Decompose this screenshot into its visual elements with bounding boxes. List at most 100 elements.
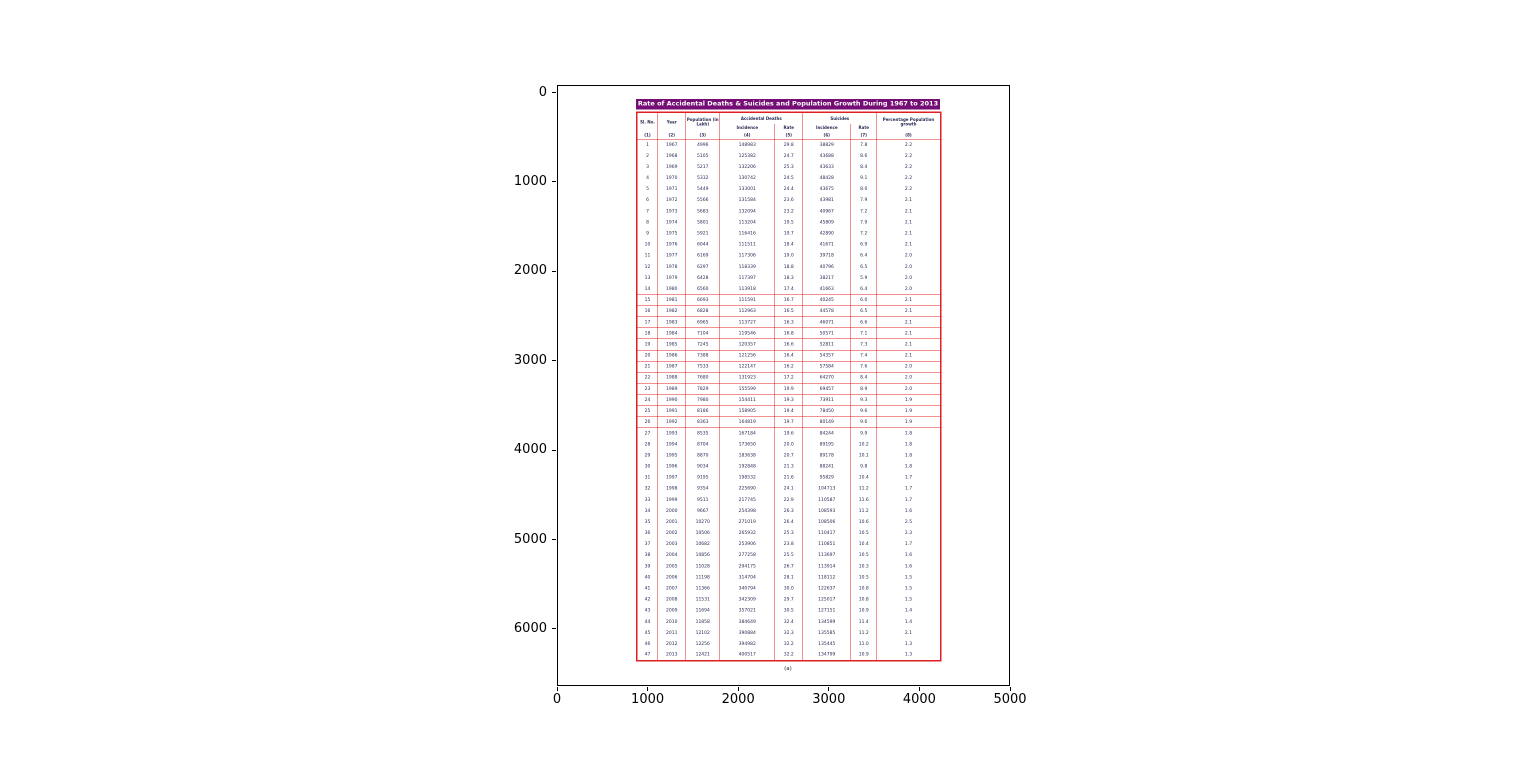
table-cell: 2012 [657, 638, 686, 650]
table-cell: 9 [646, 231, 649, 237]
table-cell: 1970 [657, 172, 686, 184]
table-cell: 1986 [657, 349, 686, 362]
col-number: (3) [685, 131, 720, 140]
table-cell: 10856 [685, 549, 720, 561]
table-cell: 19 [636, 338, 658, 351]
table-row: 12 1978 6297 118339 18.8 40796 6.5 2.0 [637, 261, 941, 273]
table-row: 20 1986 7388 121256 16.4 54357 7.4 2.1 [636, 349, 941, 362]
table-cell: 11858 [685, 616, 720, 628]
table-cell: 1.5 [876, 594, 941, 606]
x-tick-mark [556, 687, 558, 691]
table-cell: 10.1 [850, 449, 877, 461]
table-cell: 5801 [685, 216, 720, 228]
table-cell: 1.3 [876, 649, 941, 662]
table-cell: 1.8 [876, 449, 941, 461]
table-cell: 7104 [685, 327, 720, 340]
table-cell: 7680 [685, 371, 720, 384]
table-cell: 11.2 [850, 505, 877, 517]
table-row: 31 1997 9195 198532 21.6 95829 10.4 1.7 [637, 472, 941, 484]
table-cell: 1994 [657, 438, 686, 450]
table-cell: 32.4 [774, 616, 803, 628]
col-number: (5) [774, 131, 803, 140]
table-row: 18 1984 7104 119546 16.8 50571 7.1 2.1 [636, 327, 941, 340]
table-cell: 5332 [685, 172, 720, 184]
table-cell: 5105 [685, 150, 720, 162]
col-header-suicides: Suicides [802, 112, 877, 125]
table-cell: 19.3 [774, 394, 803, 406]
table-cell: 1993 [657, 427, 686, 439]
table-cell: 6.4 [850, 283, 877, 295]
table-cell: 95829 [802, 472, 851, 484]
table-cell: 2.0 [876, 360, 941, 373]
y-tick-label: 3000 [513, 352, 547, 368]
table-row: 13 1979 6428 117397 18.3 38217 5.9 2.0 [637, 272, 941, 284]
table-cell: 253906 [719, 538, 775, 550]
table-cell: 5449 [685, 183, 720, 195]
table-cell: 16.6 [774, 338, 803, 351]
table-cell: 1977 [657, 250, 686, 262]
table-row: 22 1988 7680 131923 17.2 64270 8.4 2.0 [636, 371, 941, 384]
table-cell: 1.9 [876, 405, 941, 417]
table-caption: (a) [784, 664, 792, 672]
table-cell: 400517 [719, 649, 775, 662]
table-cell: 1980 [657, 283, 686, 295]
table-cell: 10.3 [850, 560, 877, 572]
table-cell: 18.4 [774, 239, 803, 251]
table-row: 39 2005 11028 294175 26.7 113914 10.3 1.6 [637, 560, 941, 572]
table-row: 41 2007 11366 340794 30.0 122637 10.8 1.5 [637, 582, 941, 595]
table-row: 24 1990 7980 154411 19.3 73911 9.3 1.9 [636, 394, 941, 406]
table-cell: 48428 [802, 172, 851, 184]
table-cell: 7388 [685, 349, 720, 362]
table-cell: 32.2 [774, 638, 803, 650]
table-cell: 2.1 [876, 227, 941, 240]
table-cell: 1.3 [876, 638, 941, 650]
table-cell: 78450 [802, 405, 851, 417]
table-cell: 265932 [719, 527, 775, 539]
table-cell: 25.5 [774, 549, 803, 561]
x-tick-mark [828, 687, 830, 691]
table-cell: 9.9 [850, 427, 877, 439]
table-cell: 42890 [802, 227, 851, 240]
table-cell: 133001 [719, 183, 775, 195]
table-row: 14 1980 6560 113918 17.4 41663 6.4 2.0 [637, 283, 941, 295]
table-row: 27 1993 8535 167184 19.6 84244 9.9 1.8 [637, 427, 941, 439]
table-cell: 20 [636, 349, 658, 362]
table-cell: 1971 [657, 183, 686, 195]
table-cell: 6.5 [850, 305, 877, 317]
table-cell: 2.1 [876, 627, 941, 639]
table-cell: 2.1 [876, 294, 941, 306]
x-tick-mark [918, 687, 920, 691]
table-cell: 1969 [657, 161, 686, 173]
table-cell: 11.4 [850, 616, 877, 628]
table-cell: 20.0 [774, 438, 803, 450]
table-cell: 5683 [685, 205, 720, 217]
table-cell: 26.3 [774, 505, 803, 517]
table-cell: 38 [644, 552, 651, 558]
table-cell: 134599 [802, 616, 851, 628]
table-cell: 52811 [802, 338, 851, 351]
table-cell: 32.2 [774, 649, 803, 662]
table-cell: 119546 [719, 327, 775, 340]
table-cell: 10.9 [850, 605, 877, 617]
table-row: 25 1991 8186 158905 19.4 78450 9.6 1.9 [636, 405, 941, 417]
table-cell: 1 [646, 142, 649, 148]
table-cell: 16.4 [774, 349, 803, 362]
table-cell: 1981 [657, 294, 686, 306]
table-cell: 1991 [657, 405, 686, 417]
table-cell: 25.3 [774, 527, 803, 539]
table-cell: 16.5 [774, 305, 803, 317]
table-cell: 19.7 [774, 416, 803, 428]
table-cell: 7.4 [850, 349, 877, 362]
table-cell: 5921 [685, 227, 720, 240]
table-row: 16 1982 6828 112963 16.5 44578 6.5 2.1 [636, 305, 941, 317]
table-cell: 2.2 [876, 172, 941, 184]
table-cell: 41663 [802, 283, 851, 295]
table-row: 21 1987 7533 122147 16.2 57584 7.6 2.0 [636, 360, 941, 373]
table-cell: 44578 [802, 305, 851, 317]
table-cell: 23.6 [774, 194, 803, 206]
x-tick-mark [737, 687, 739, 691]
table-cell: 110587 [802, 494, 851, 506]
table-cell: 7.9 [850, 216, 877, 228]
col-number: (7) [850, 131, 877, 140]
col-subheader-su-rate: Rate [850, 124, 877, 132]
